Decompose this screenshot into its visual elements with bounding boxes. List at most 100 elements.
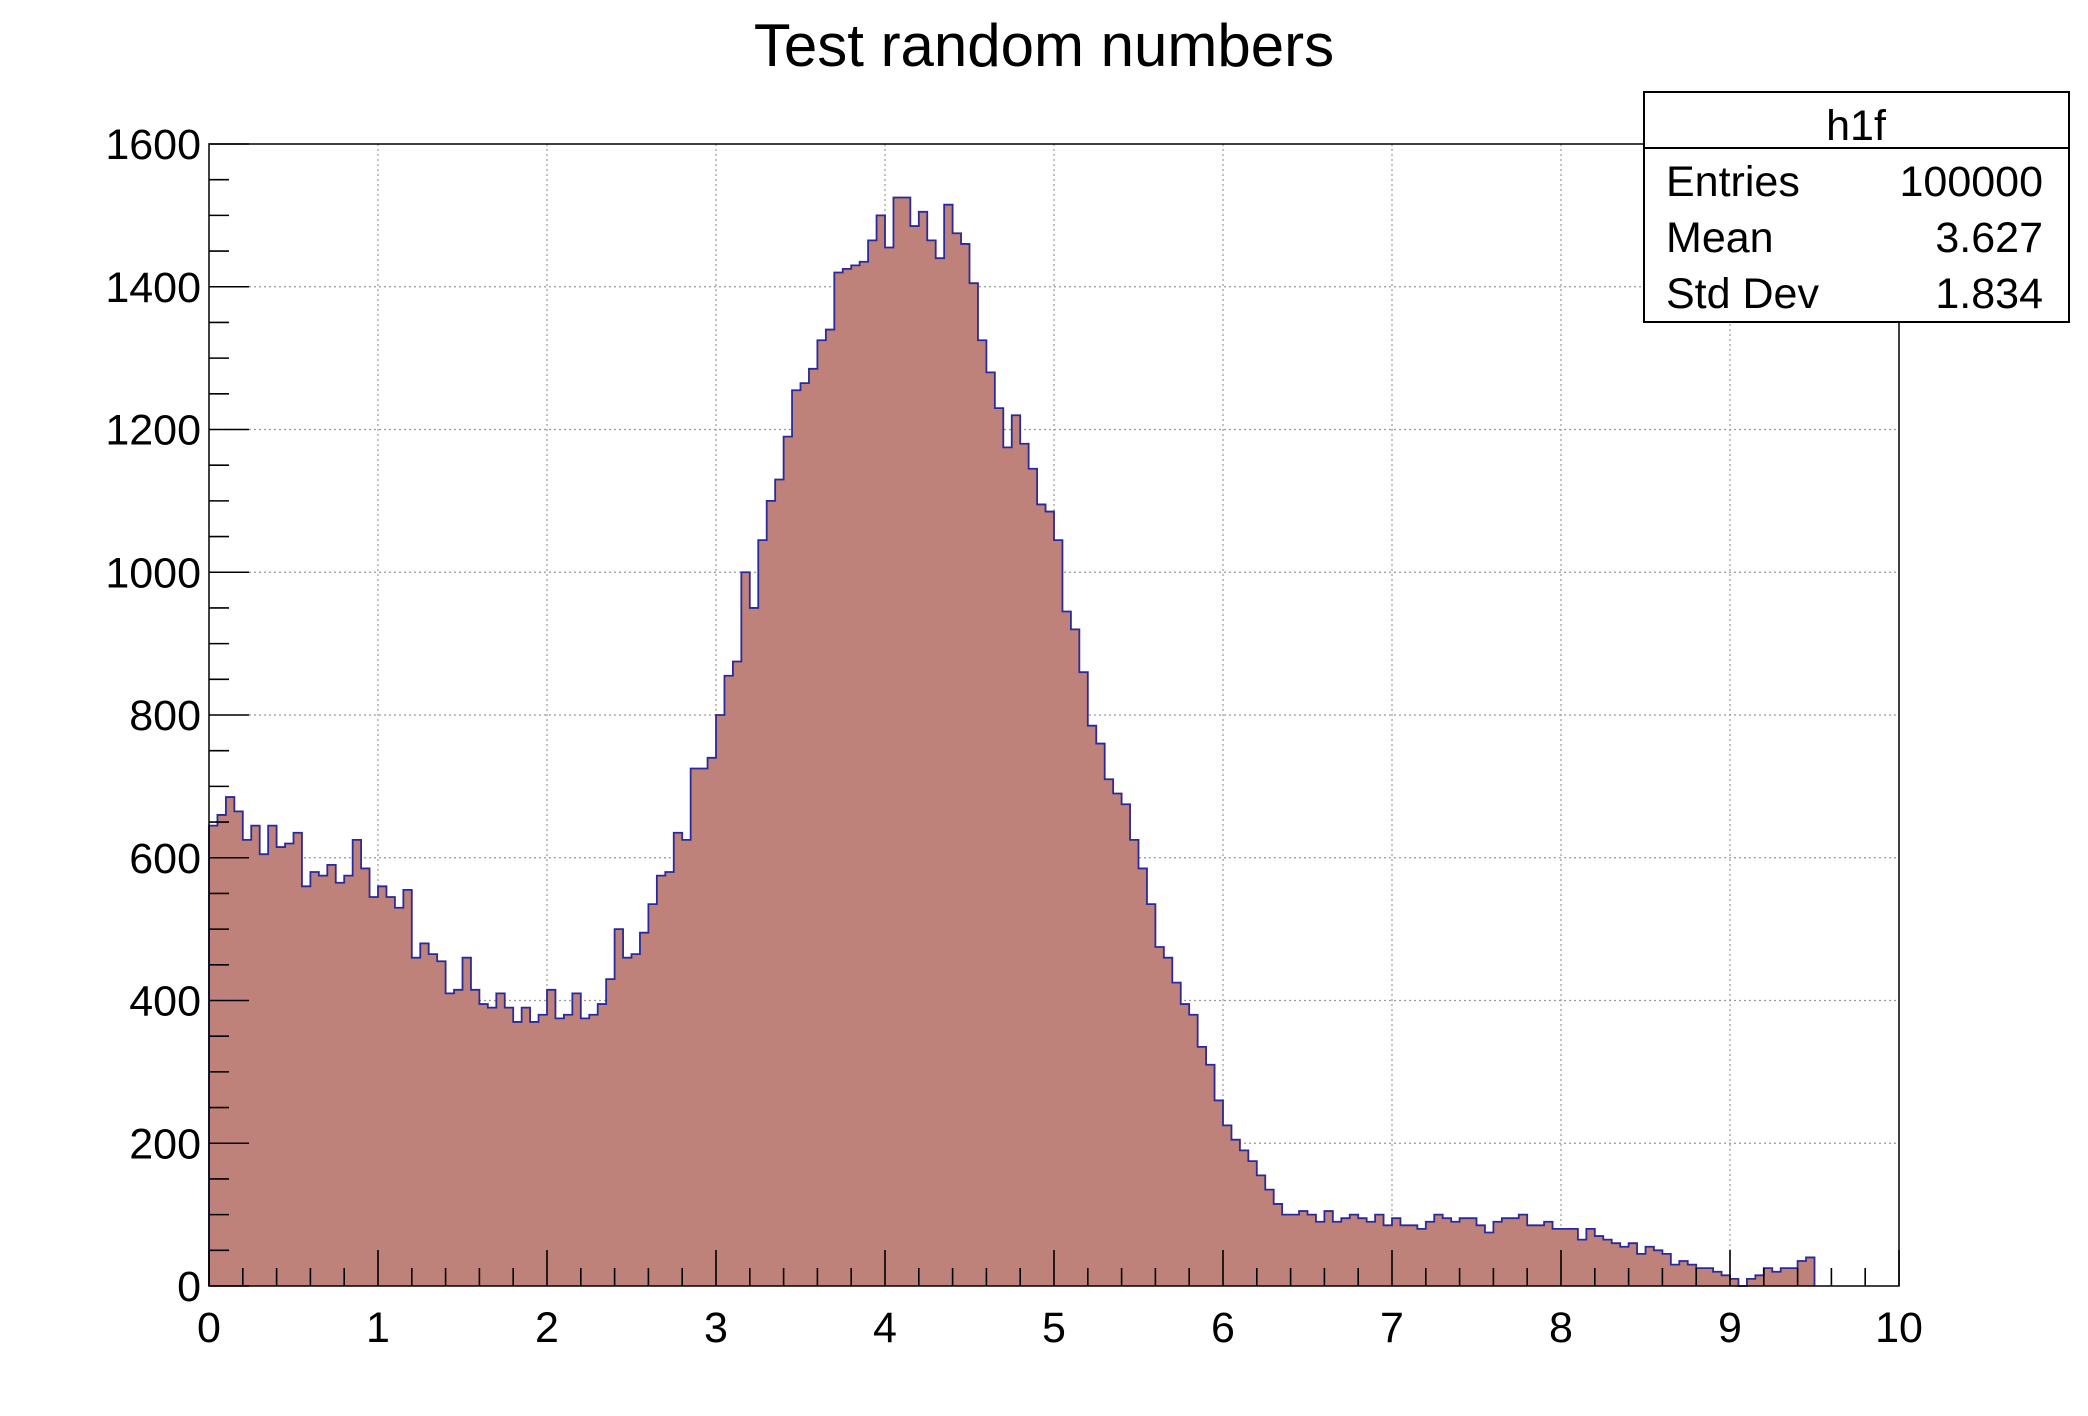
histogram-bar bbox=[496, 993, 506, 1286]
histogram-bar bbox=[1163, 957, 1173, 1286]
histogram-bar bbox=[555, 1018, 565, 1286]
histogram-bar bbox=[977, 340, 987, 1286]
histogram-bar bbox=[1079, 672, 1089, 1286]
x-tick-label: 2 bbox=[535, 1304, 559, 1352]
histogram-bars bbox=[209, 197, 1816, 1287]
histogram-bar bbox=[1442, 1218, 1452, 1286]
histogram-bar bbox=[1138, 868, 1148, 1286]
y-tick-label: 1400 bbox=[105, 264, 201, 312]
x-tick-label: 6 bbox=[1211, 1304, 1235, 1352]
histogram-bar bbox=[1451, 1221, 1461, 1286]
histogram-bar bbox=[1713, 1271, 1723, 1286]
histogram-bar bbox=[352, 839, 362, 1286]
histogram-bar bbox=[1206, 1064, 1216, 1286]
histogram-bar bbox=[318, 875, 328, 1286]
histogram-bar bbox=[369, 897, 379, 1286]
histogram-bar bbox=[1484, 1232, 1494, 1286]
histogram-bar bbox=[1070, 629, 1080, 1286]
histogram-bar bbox=[1290, 1214, 1300, 1286]
histogram-bar bbox=[1155, 946, 1165, 1286]
histogram-bar bbox=[1003, 447, 1013, 1286]
histogram-bar bbox=[1256, 1175, 1266, 1286]
histogram-bar bbox=[344, 875, 354, 1286]
histogram-bar bbox=[1518, 1214, 1528, 1286]
histogram-bar bbox=[259, 854, 269, 1286]
histogram-bar bbox=[217, 814, 227, 1286]
x-tick-label: 10 bbox=[1875, 1304, 1923, 1352]
histogram-bar bbox=[1527, 1225, 1537, 1286]
histogram-bar bbox=[842, 268, 852, 1286]
histogram-bar bbox=[1594, 1236, 1604, 1286]
histogram-bar bbox=[1130, 839, 1140, 1286]
histogram-bar bbox=[1231, 1139, 1241, 1286]
histogram-bar bbox=[639, 932, 649, 1286]
histogram-bar bbox=[994, 408, 1004, 1286]
histogram-bar bbox=[1772, 1271, 1782, 1286]
histogram-bar bbox=[910, 226, 920, 1286]
histogram-bar bbox=[614, 929, 624, 1286]
histogram-bar bbox=[361, 868, 371, 1286]
histogram-bar bbox=[242, 839, 252, 1286]
histogram-bar bbox=[1358, 1218, 1368, 1286]
y-tick-label: 1200 bbox=[105, 407, 201, 455]
histogram-bar bbox=[1189, 1014, 1199, 1286]
histogram-bar bbox=[1637, 1253, 1647, 1286]
histogram-bar bbox=[538, 1014, 548, 1286]
histogram-bar bbox=[817, 340, 827, 1286]
histogram-bar bbox=[437, 961, 447, 1286]
histogram-bar bbox=[1561, 1228, 1571, 1286]
histogram-bar bbox=[969, 283, 979, 1286]
histogram-bar bbox=[285, 843, 295, 1286]
histogram-bar bbox=[859, 261, 869, 1286]
histogram-bar bbox=[1324, 1211, 1334, 1286]
histogram-bar bbox=[420, 943, 430, 1286]
x-tick-label: 9 bbox=[1718, 1304, 1742, 1352]
histogram-bar bbox=[428, 954, 438, 1286]
histogram-bar bbox=[1332, 1221, 1342, 1286]
histogram-bar bbox=[1197, 1046, 1207, 1286]
histogram-bar bbox=[1265, 1189, 1275, 1286]
histogram-bar bbox=[1087, 725, 1097, 1286]
x-tick-label: 7 bbox=[1380, 1304, 1404, 1352]
histogram-bar bbox=[1645, 1246, 1655, 1286]
histogram-bar bbox=[707, 757, 717, 1286]
histogram-bar bbox=[1730, 1278, 1740, 1286]
histogram-bar bbox=[876, 215, 886, 1286]
histogram-bar bbox=[1349, 1214, 1359, 1286]
y-tick-label: 600 bbox=[129, 835, 201, 883]
histogram-bar bbox=[1020, 443, 1030, 1286]
histogram-bar bbox=[901, 197, 911, 1286]
histogram-bar bbox=[547, 989, 557, 1286]
histogram-bar bbox=[1476, 1225, 1486, 1286]
histogram-bar bbox=[1687, 1264, 1697, 1286]
histogram-bar bbox=[927, 240, 937, 1287]
histogram-bar bbox=[1746, 1278, 1756, 1286]
histogram-bar bbox=[521, 1007, 531, 1286]
histogram-bar bbox=[631, 954, 641, 1286]
histogram-bar bbox=[1468, 1218, 1478, 1286]
y-tick-label: 1600 bbox=[105, 121, 201, 169]
histogram-bar bbox=[1180, 1004, 1190, 1286]
histogram-bar bbox=[589, 1014, 599, 1286]
histogram-bar bbox=[1535, 1225, 1545, 1286]
x-tick-label: 1 bbox=[366, 1304, 390, 1352]
histogram-bar bbox=[1121, 804, 1131, 1286]
histogram-bar bbox=[1425, 1221, 1435, 1286]
histogram-bar bbox=[1670, 1264, 1680, 1286]
histogram-bar bbox=[1037, 504, 1047, 1287]
histogram-bar bbox=[462, 957, 472, 1286]
histogram-bar bbox=[699, 768, 709, 1286]
histogram-bar bbox=[1501, 1218, 1511, 1286]
histogram-bar bbox=[775, 479, 785, 1286]
stats-box-name: h1f bbox=[1826, 102, 1887, 150]
y-tick-label: 1000 bbox=[105, 549, 201, 597]
stats-stddev-value: 1.834 bbox=[1935, 270, 2043, 318]
stats-box: h1f Entries 100000 Mean 3.627 Std Dev 1.… bbox=[1643, 91, 2070, 323]
histogram-bar bbox=[732, 661, 742, 1286]
histogram-bar bbox=[1341, 1218, 1351, 1286]
histogram-bar bbox=[1011, 415, 1021, 1287]
histogram-bar bbox=[918, 211, 928, 1286]
y-tick-label: 200 bbox=[129, 1120, 201, 1168]
histogram-bar bbox=[606, 979, 616, 1286]
histogram-bar bbox=[1721, 1275, 1731, 1286]
